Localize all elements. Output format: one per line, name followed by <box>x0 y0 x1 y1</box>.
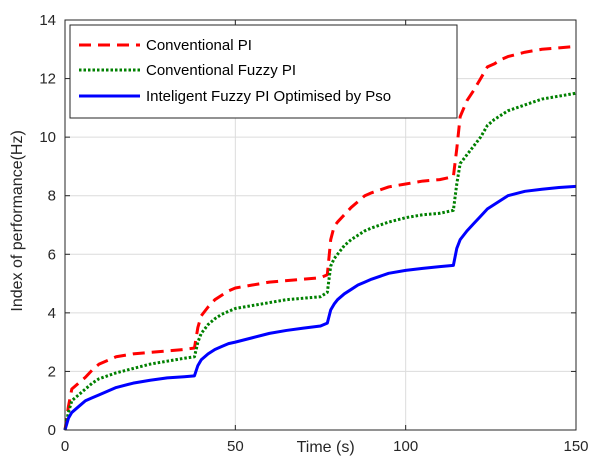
y-tick-label: 2 <box>48 363 56 380</box>
legend-label-3: Inteligent Fuzzy PI Optimised by Pso <box>146 88 391 105</box>
y-tick-label: 12 <box>39 71 56 88</box>
axis-ticks <box>64 19 577 431</box>
x-tick-label: 150 <box>563 438 588 455</box>
plot-frame <box>64 19 577 431</box>
x-tick-label: 0 <box>61 438 69 455</box>
legend-label-2: Conventional Fuzzy PI <box>146 62 296 79</box>
y-tick-label: 6 <box>48 246 56 263</box>
series-line-1 <box>63 44 577 431</box>
y-tick-label: 10 <box>39 129 56 146</box>
y-tick-label: 8 <box>48 188 56 205</box>
x-tick-labels: 0 50 100 150 <box>61 438 589 455</box>
y-tick-labels: 0 2 4 6 8 10 12 14 <box>39 12 56 439</box>
legend: Conventional PI Conventional Fuzzy PI Inte… <box>69 24 458 119</box>
legend-label-1: Conventional PI <box>146 37 252 54</box>
y-tick-label: 14 <box>39 12 56 29</box>
y-axis-label: Index of performance(Hz) <box>9 130 26 311</box>
x-tick-label: 100 <box>393 438 418 455</box>
legend-items: Conventional PI Conventional Fuzzy PI Inte… <box>79 37 391 105</box>
y-tick-label: 4 <box>48 305 56 322</box>
x-axis-label: Time (s) <box>297 439 355 456</box>
series-line-2 <box>63 91 577 431</box>
series-lines <box>63 44 577 431</box>
y-tick-label: 0 <box>48 422 56 439</box>
x-tick-label: 50 <box>227 438 244 455</box>
series-line-3 <box>63 184 577 431</box>
